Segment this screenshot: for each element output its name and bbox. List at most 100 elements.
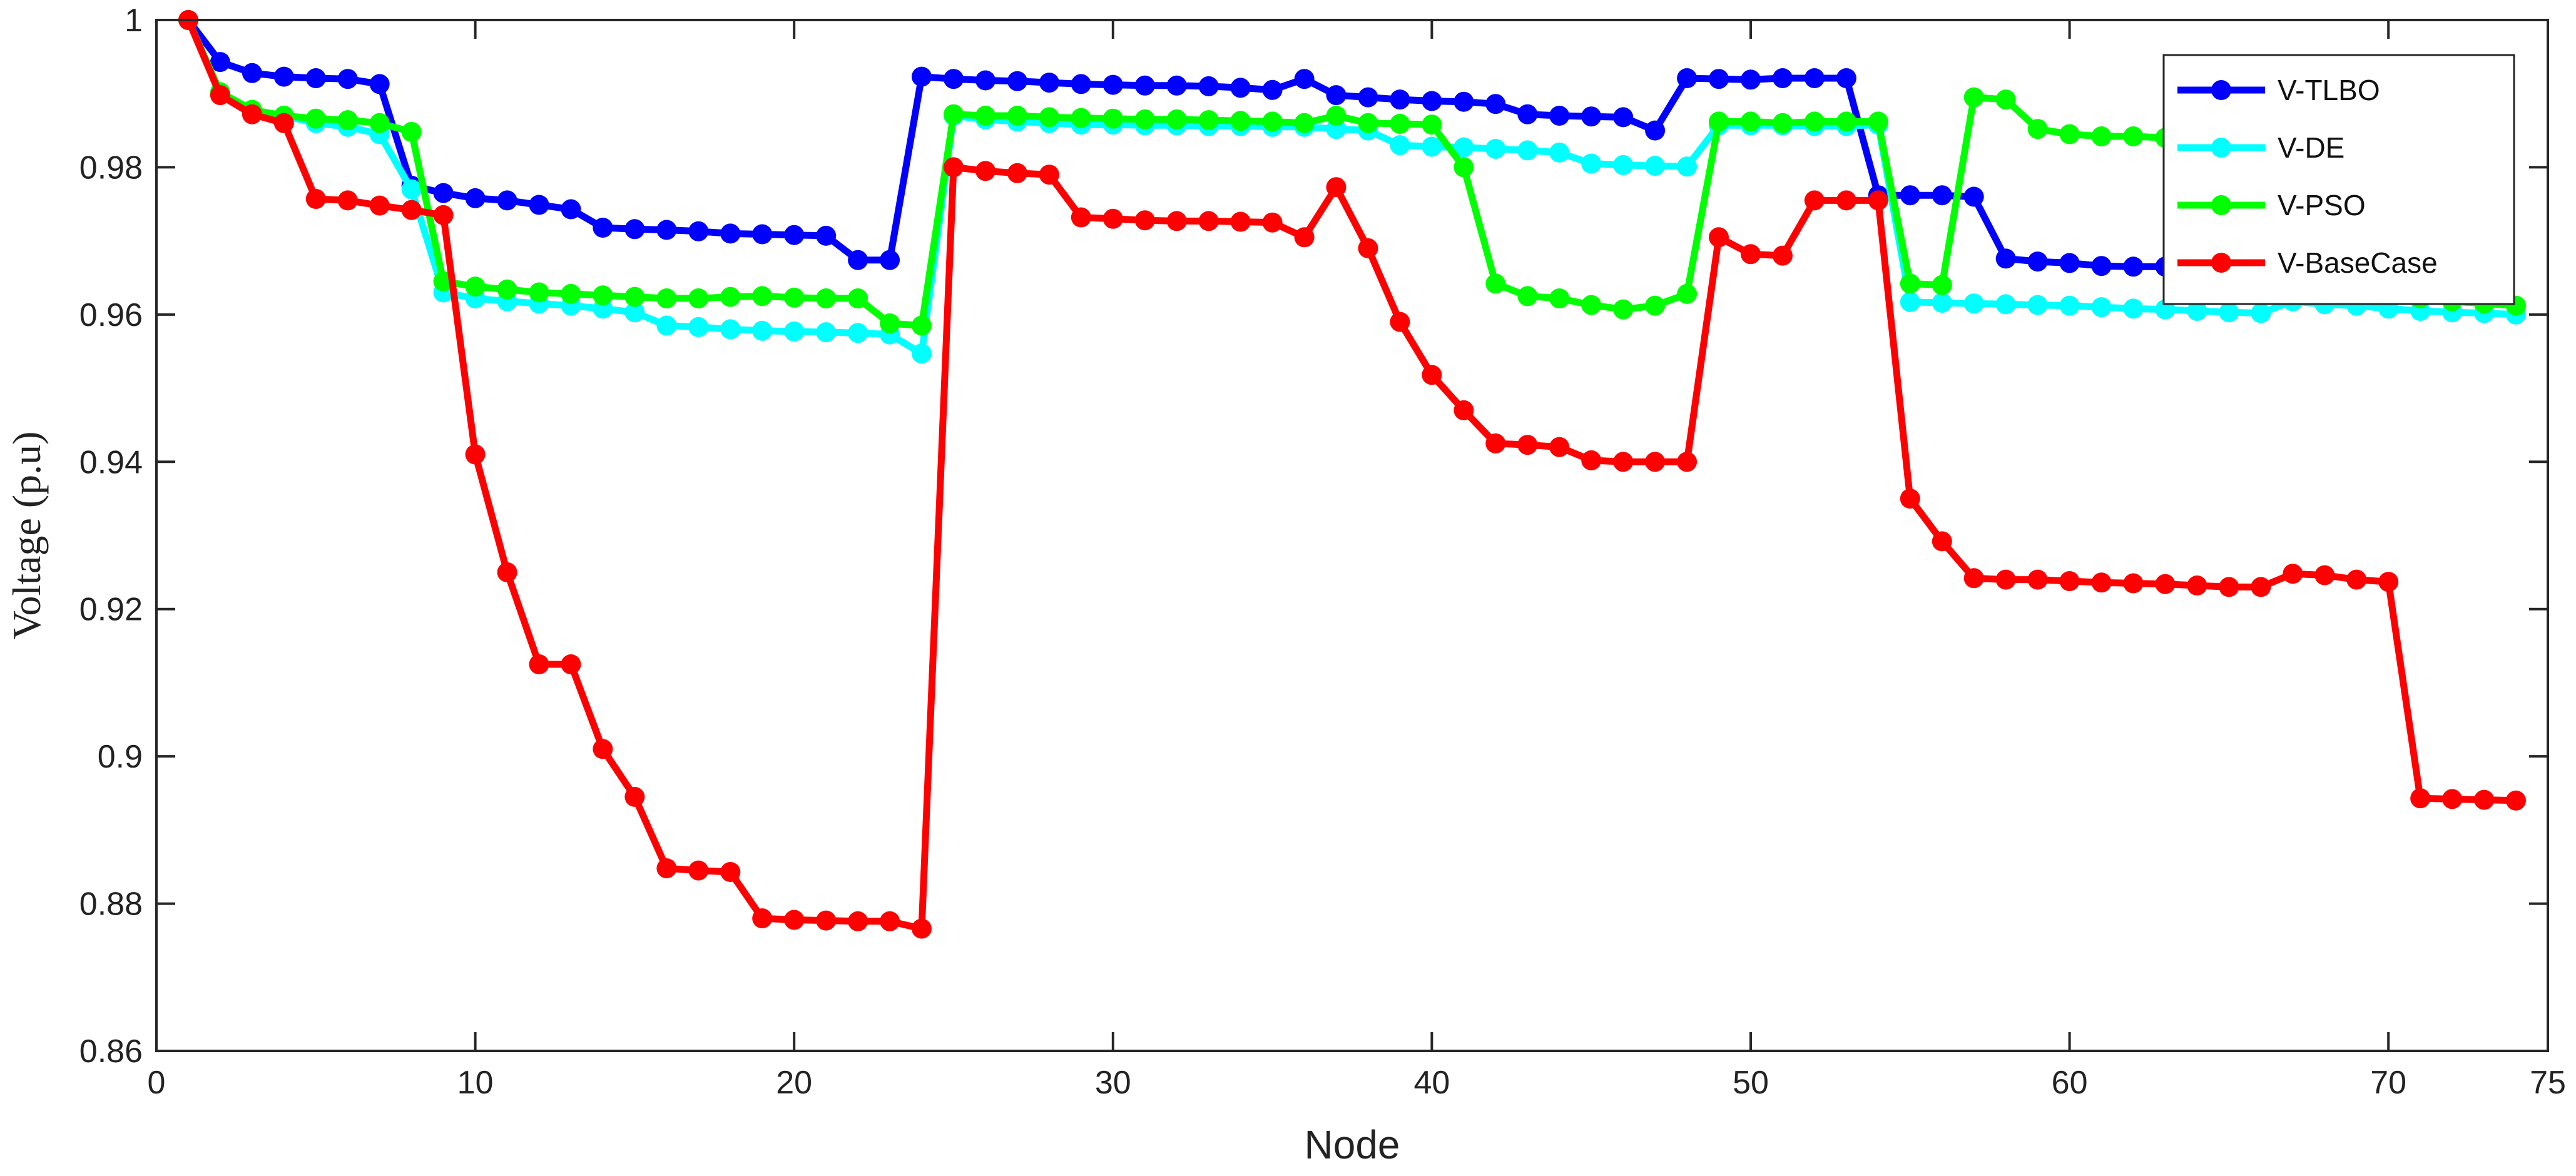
- data-point: [1294, 113, 1315, 133]
- data-point: [561, 199, 581, 220]
- data-point: [1134, 210, 1155, 231]
- data-point: [2123, 126, 2144, 146]
- data-point: [1741, 244, 1761, 265]
- data-point: [720, 862, 741, 882]
- data-point: [1773, 68, 1793, 88]
- data-point: [1071, 74, 1091, 94]
- data-point: [1995, 294, 2016, 315]
- data-point: [1198, 76, 1219, 96]
- data-point: [1358, 113, 1378, 133]
- data-point: [1166, 211, 1187, 231]
- data-point: [433, 205, 454, 225]
- data-point: [912, 315, 932, 336]
- data-point: [656, 858, 677, 879]
- data-point: [784, 910, 805, 930]
- data-point: [1709, 111, 1729, 132]
- y-tick-label: 0.98: [79, 150, 143, 186]
- data-point: [1549, 288, 1570, 308]
- data-point: [1102, 208, 1123, 229]
- data-point: [305, 68, 326, 88]
- data-point: [1358, 87, 1378, 108]
- data-point: [1677, 452, 1698, 472]
- data-point: [1453, 400, 1474, 420]
- data-point: [880, 313, 900, 333]
- data-point: [816, 225, 837, 246]
- data-point: [816, 322, 837, 343]
- y-tick-label: 1: [125, 3, 143, 39]
- y-tick-label: 0.86: [79, 1033, 143, 1070]
- data-point: [912, 66, 932, 87]
- legend-label: V-BaseCase: [2278, 246, 2438, 279]
- data-point: [752, 224, 773, 245]
- data-point: [2346, 569, 2367, 590]
- data-point: [1422, 365, 1442, 385]
- data-point: [210, 85, 230, 106]
- data-point: [912, 343, 932, 364]
- data-point: [944, 157, 964, 178]
- data-point: [593, 285, 613, 306]
- data-point: [1262, 212, 1283, 233]
- data-point: [2314, 565, 2335, 585]
- data-point: [1836, 111, 1856, 132]
- data-point: [561, 283, 581, 304]
- data-point: [1262, 111, 1283, 132]
- data-point: [401, 121, 422, 142]
- data-point: [2123, 256, 2144, 277]
- data-point: [784, 321, 805, 342]
- data-point: [1453, 91, 1474, 112]
- data-point: [1741, 111, 1761, 132]
- data-point: [656, 220, 677, 240]
- data-point: [1836, 68, 1856, 88]
- data-point: [1804, 190, 1825, 211]
- data-point: [688, 317, 709, 337]
- axes: 0 10 20 30 40 50 60 70 75 0.86 0.88 0.9 0.92 0.94 0.96…: [79, 3, 2566, 1101]
- legend-label: V-PSO: [2278, 189, 2366, 221]
- data-point: [1485, 94, 1506, 114]
- data-point: [1422, 136, 1442, 157]
- data-point: [2187, 301, 2207, 321]
- data-point: [1613, 107, 1634, 128]
- data-point: [1645, 452, 1666, 472]
- data-point: [1645, 156, 1666, 176]
- data-point: [816, 288, 837, 308]
- data-point: [1007, 106, 1027, 126]
- legend-item: V-PSO: [2177, 189, 2366, 221]
- data-point: [624, 219, 645, 240]
- data-point: [529, 195, 549, 215]
- data-point: [2123, 573, 2144, 594]
- data-point: [2027, 295, 2048, 315]
- data-point: [1326, 85, 1347, 106]
- data-point: [944, 104, 964, 124]
- data-point: [1868, 111, 1888, 132]
- data-point: [369, 113, 390, 133]
- x-tick-label: 30: [1095, 1065, 1131, 1101]
- data-point: [305, 108, 326, 129]
- data-point: [1900, 291, 1920, 312]
- data-point: [2059, 124, 2080, 144]
- data-point: [624, 786, 645, 807]
- data-point: [242, 63, 262, 83]
- data-point: [688, 221, 709, 241]
- data-point: [497, 562, 517, 582]
- data-point: [1485, 433, 1506, 454]
- data-point: [1230, 78, 1251, 98]
- legend: V-TLBO V-DE V-PSO V-BaseCase: [2162, 54, 2515, 305]
- x-tick-label: 20: [776, 1065, 812, 1101]
- data-point: [2123, 298, 2144, 319]
- data-point: [1549, 437, 1570, 457]
- data-point: [1517, 140, 1538, 161]
- x-tick-label: 10: [457, 1065, 494, 1101]
- data-point: [465, 444, 486, 465]
- axes-box: [155, 19, 2549, 1052]
- data-point: [1517, 435, 1538, 455]
- legend-item: V-TLBO: [2177, 74, 2380, 106]
- legend-item: V-DE: [2177, 131, 2344, 164]
- data-point: [1963, 293, 1984, 314]
- data-point: [1773, 245, 1793, 266]
- data-point: [912, 918, 932, 939]
- data-point: [1995, 569, 2016, 590]
- data-point: [1932, 275, 1952, 295]
- legend-marker: [2211, 195, 2231, 215]
- data-point: [1039, 165, 1059, 185]
- x-tick-label: 75: [2530, 1065, 2566, 1101]
